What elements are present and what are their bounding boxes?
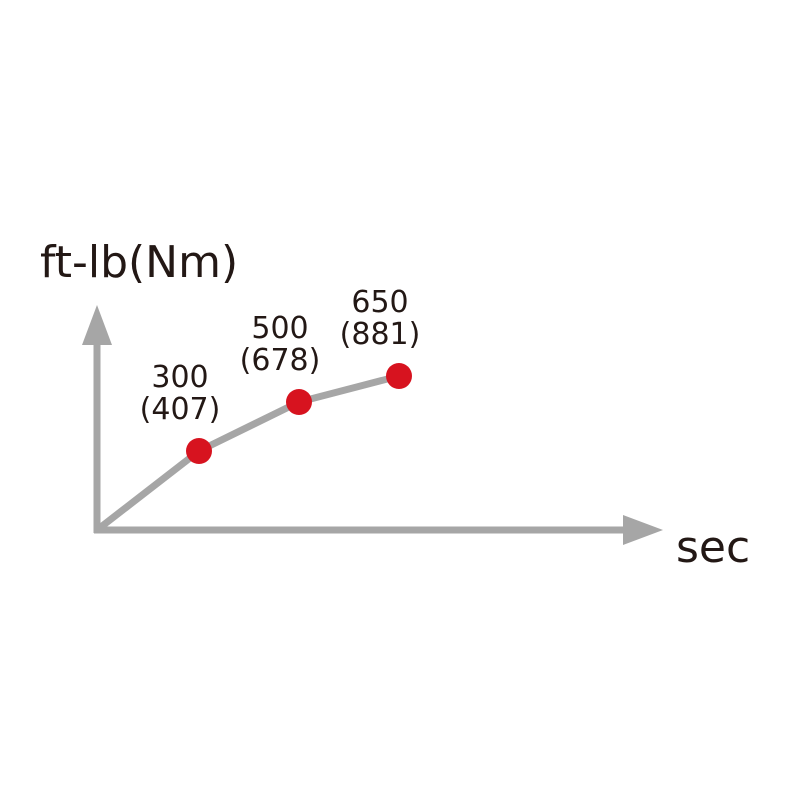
data-label-ftlb: 300 [151, 360, 208, 395]
data-label-nm: (881) [340, 317, 421, 352]
data-point [186, 438, 212, 464]
y-axis-arrow-icon [82, 305, 112, 345]
data-label-nm: (678) [240, 343, 321, 378]
data-label-nm: (407) [140, 392, 221, 427]
x-axis-label: sec [676, 522, 750, 573]
series-line [94, 372, 400, 533]
data-point [286, 389, 312, 415]
y-axis-label: ft-lb(Nm) [40, 237, 238, 288]
data-point [386, 363, 412, 389]
x-axis-arrow-icon [623, 515, 663, 545]
data-label-ftlb: 650 [351, 285, 408, 320]
data-label-ftlb: 500 [251, 311, 308, 346]
